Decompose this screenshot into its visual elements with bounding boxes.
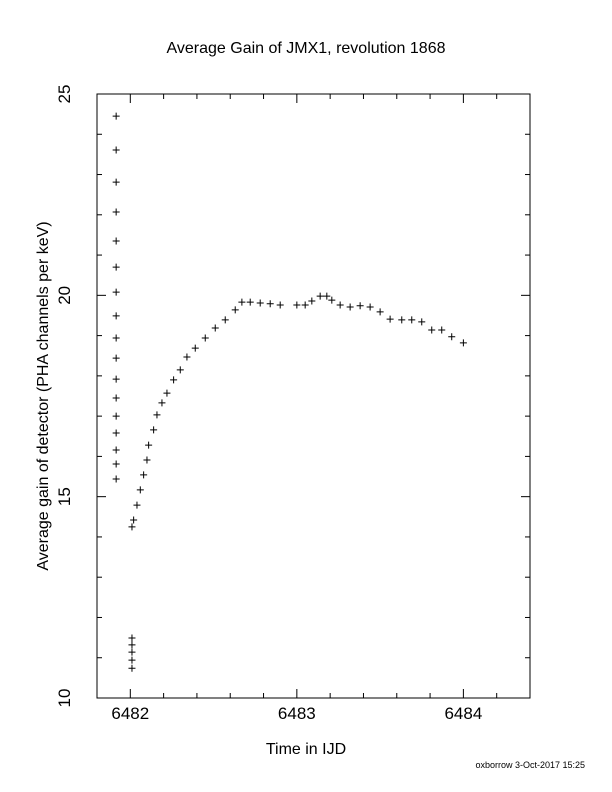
point (112, 263, 120, 271)
point (153, 411, 161, 419)
point (256, 299, 264, 307)
point (133, 501, 141, 509)
point (428, 326, 436, 334)
point (112, 237, 120, 245)
point (231, 306, 239, 314)
point (191, 344, 199, 352)
point (163, 389, 171, 397)
point (211, 324, 219, 332)
point (183, 353, 191, 361)
point (128, 634, 136, 642)
point (301, 301, 309, 309)
point (112, 146, 120, 154)
point (112, 475, 120, 483)
x-tick-label: 6484 (444, 704, 482, 723)
point (112, 354, 120, 362)
point (376, 308, 384, 316)
x-tick-label: 6483 (278, 704, 316, 723)
point (128, 656, 136, 664)
point (438, 326, 446, 334)
point (128, 664, 136, 672)
point (112, 334, 120, 342)
point (328, 296, 336, 304)
point (112, 446, 120, 454)
point (201, 334, 209, 342)
point (448, 333, 456, 341)
point (238, 298, 246, 306)
point (140, 471, 148, 479)
point (266, 300, 274, 308)
point (112, 375, 120, 383)
point (112, 288, 120, 296)
point (112, 208, 120, 216)
point (158, 399, 166, 407)
point (398, 316, 406, 324)
y-tick-label: 10 (55, 689, 74, 708)
y-tick-label: 15 (55, 487, 74, 506)
point (128, 641, 136, 649)
point (112, 178, 120, 186)
point (346, 303, 354, 311)
point (276, 301, 284, 309)
point (336, 301, 344, 309)
point (145, 441, 153, 449)
point (112, 412, 120, 420)
point (316, 292, 324, 300)
point (356, 302, 364, 310)
point (112, 429, 120, 437)
point (112, 312, 120, 320)
point (112, 112, 120, 120)
point (366, 303, 374, 311)
point (130, 516, 138, 524)
point (112, 394, 120, 402)
point (128, 648, 136, 656)
point (323, 292, 331, 300)
point (293, 301, 301, 309)
y-tick-label: 25 (55, 85, 74, 104)
point (418, 318, 426, 326)
point (143, 456, 151, 464)
point (386, 315, 394, 323)
point (128, 523, 136, 531)
plot-frame (96, 93, 531, 699)
point (408, 316, 416, 324)
y-tick-label: 20 (55, 286, 74, 305)
point (459, 339, 467, 347)
point (308, 297, 316, 305)
point (112, 460, 120, 468)
point (150, 426, 158, 434)
point (176, 366, 184, 374)
y-axis-label: Average gain of detector (PHA channels p… (35, 221, 52, 570)
x-tick-label: 6482 (111, 704, 149, 723)
point (246, 298, 254, 306)
point (170, 376, 178, 384)
point (221, 316, 229, 324)
footer: oxborrow 3-Oct-2017 15:25 (475, 760, 585, 770)
chart-title: Average Gain of JMX1, revolution 1868 (167, 40, 446, 57)
x-axis-label: Time in IJD (266, 741, 346, 758)
point (136, 486, 144, 494)
